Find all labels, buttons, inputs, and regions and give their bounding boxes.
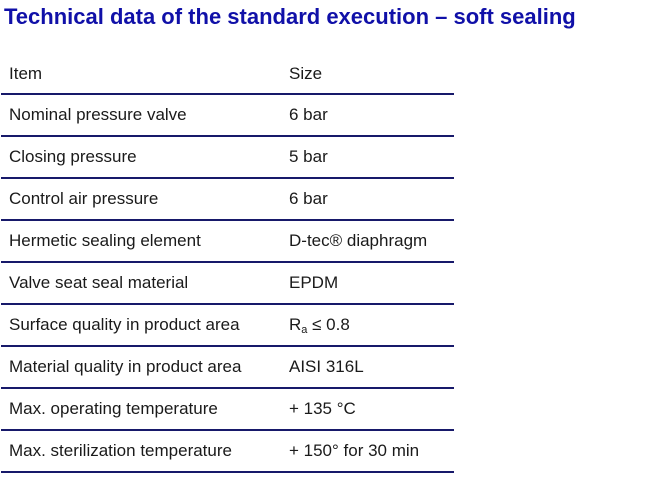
column-header-size: Size — [281, 54, 454, 95]
item-cell: Nominal pressure valve — [1, 94, 281, 137]
table-row: Valve seat seal material EPDM — [1, 262, 454, 305]
column-header-item: Item — [1, 54, 281, 95]
table-row: Material quality in product area AISI 31… — [1, 346, 454, 389]
table-row: Surface quality in product area Ra ≤ 0.8 — [1, 304, 454, 347]
table-row: Max. operating temperature + 135 °C — [1, 388, 454, 431]
table-row: Control air pressure 6 bar — [1, 178, 454, 221]
item-cell: Closing pressure — [1, 136, 281, 179]
roughness-subscript: a — [301, 323, 308, 336]
size-cell: 6 bar — [281, 178, 454, 221]
size-cell: Ra ≤ 0.8 — [281, 304, 454, 347]
roughness-value: ≤ 0.8 — [307, 314, 350, 334]
item-cell: Material quality in product area — [1, 346, 281, 389]
size-cell: AISI 316L — [281, 346, 454, 389]
table-row: Hermetic sealing element D-tec® diaphrag… — [1, 220, 454, 263]
table-row: Nominal pressure valve 6 bar — [1, 94, 454, 137]
size-cell: + 150° for 30 min — [281, 430, 454, 473]
table-row: Max. sterilization temperature + 150° fo… — [1, 430, 454, 473]
item-cell: Control air pressure — [1, 178, 281, 221]
item-cell: Surface quality in product area — [1, 304, 281, 347]
table-header-row: Item Size — [1, 54, 454, 95]
size-cell: 6 bar — [281, 94, 454, 137]
item-cell: Max. sterilization temperature — [1, 430, 281, 473]
size-cell: 5 bar — [281, 136, 454, 179]
technical-data-table: Item Size Nominal pressure valve 6 bar C… — [1, 54, 454, 473]
page-title: Technical data of the standard execution… — [4, 4, 576, 29]
item-cell: Max. operating temperature — [1, 388, 281, 431]
table-row: Closing pressure 5 bar — [1, 136, 454, 179]
roughness-symbol: R — [289, 314, 302, 334]
size-cell: D-tec® diaphragm — [281, 220, 454, 263]
size-cell: + 135 °C — [281, 388, 454, 431]
item-cell: Hermetic sealing element — [1, 220, 281, 263]
size-cell: EPDM — [281, 262, 454, 305]
item-cell: Valve seat seal material — [1, 262, 281, 305]
